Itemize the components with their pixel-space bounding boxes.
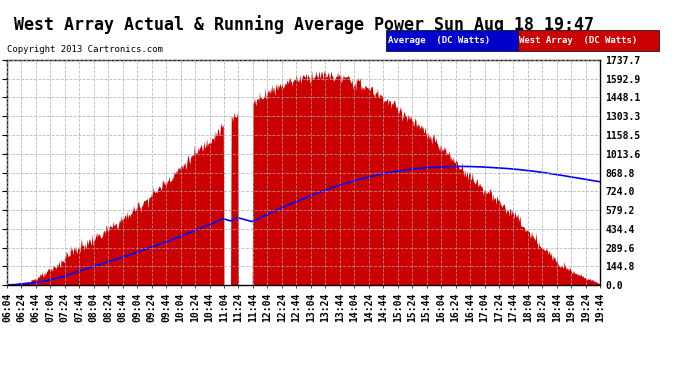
Text: West Array Actual & Running Average Power Sun Aug 18 19:47: West Array Actual & Running Average Powe…	[14, 15, 593, 34]
Text: Average  (DC Watts): Average (DC Watts)	[388, 36, 490, 45]
Text: Copyright 2013 Cartronics.com: Copyright 2013 Cartronics.com	[7, 45, 163, 54]
Text: West Array  (DC Watts): West Array (DC Watts)	[519, 36, 637, 45]
